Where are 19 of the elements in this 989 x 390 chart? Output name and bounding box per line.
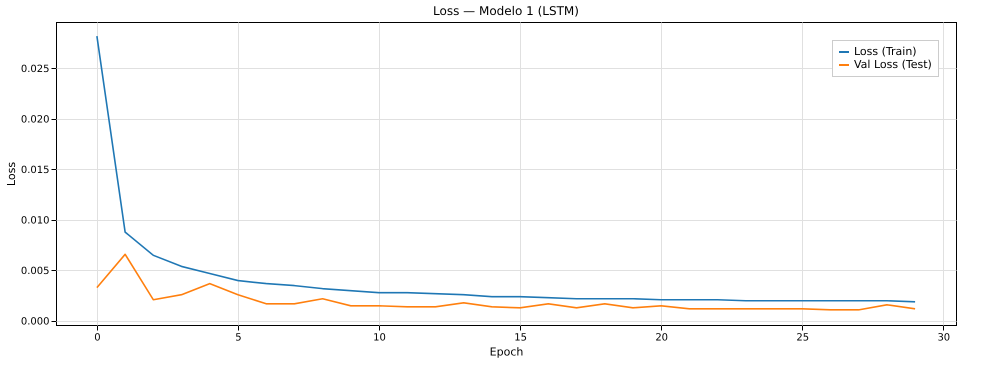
y-tick-label: 0.000: [20, 316, 50, 328]
x-tick-label: 15: [514, 332, 527, 344]
y-axis-title: Loss: [4, 162, 18, 186]
y-tick-label: 0.005: [20, 266, 50, 277]
y-tick-label: 0.025: [20, 64, 50, 75]
chart-title: Loss — Modelo 1 (LSTM): [433, 4, 579, 18]
x-tick-label: 25: [796, 332, 810, 344]
y-tick-label: 0.020: [20, 114, 50, 126]
x-tick-label: 0: [94, 332, 101, 344]
x-tick-label: 5: [235, 332, 242, 344]
line-series: [96, 254, 916, 311]
x-tick-label: 20: [655, 332, 668, 344]
legend-label: Val Loss (Test): [854, 58, 932, 71]
y-tick-label: 0.015: [20, 164, 50, 176]
x-axis-title: Epoch: [490, 346, 524, 358]
y-tick-label: 0.010: [20, 215, 50, 226]
legend-label: Loss (Train): [854, 45, 917, 58]
x-tick-label: 10: [373, 332, 386, 344]
x-tick-label: 30: [937, 332, 950, 344]
